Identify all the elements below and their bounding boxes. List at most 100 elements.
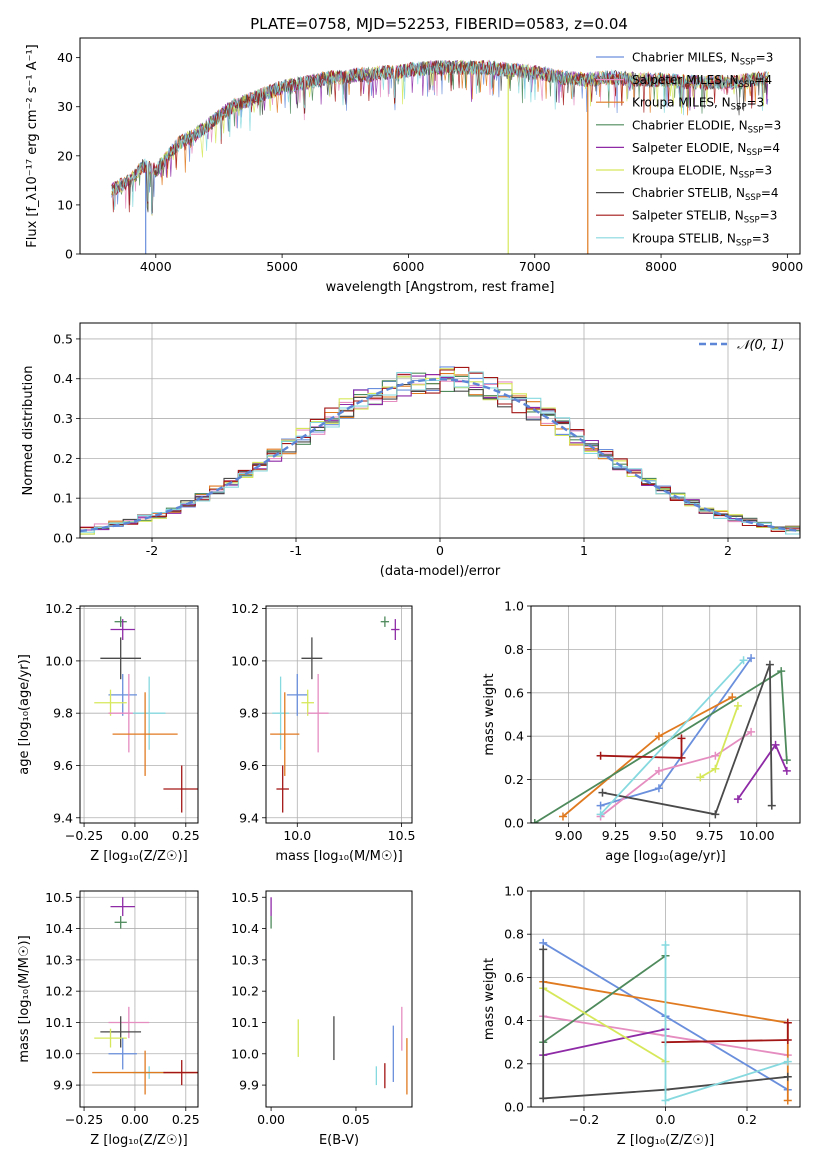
y-tick-label: 10.4 — [231, 921, 259, 936]
age-vs-mass-points — [270, 616, 400, 813]
legend-label: Kroupa STELIB, NSSP=3 — [632, 231, 770, 248]
weight-marker — [596, 801, 605, 810]
errorbar-point — [114, 916, 127, 929]
weight-series-5 — [542, 987, 666, 1063]
weight-series-3 — [542, 955, 667, 1043]
y-tick-label: 0.4 — [504, 1013, 524, 1028]
y-tick-label: 0.0 — [53, 531, 73, 546]
weight-vs-Z-lines — [539, 938, 792, 1105]
legend-sub: SSP — [745, 193, 761, 203]
errorbar-point — [301, 689, 314, 716]
age-vs-Z-frame — [79, 605, 199, 824]
weight-marker — [654, 766, 663, 775]
y-tick-label: 9.4 — [239, 810, 259, 825]
weight-marker — [558, 812, 567, 821]
y-tick-label: 10.5 — [45, 890, 73, 905]
weight-series-1 — [600, 731, 752, 818]
legend-label: Kroupa MILES, NSSP=3 — [632, 96, 764, 113]
y-tick-label: 0.6 — [504, 970, 524, 985]
residual-hists — [80, 366, 800, 537]
errorbar-point — [94, 1028, 127, 1048]
weight-series-4 — [737, 743, 788, 800]
weight-series-8 — [664, 945, 789, 1102]
errorbar-point — [114, 616, 127, 627]
legend-sub: SSP — [736, 238, 752, 248]
x-tick-label: 5000 — [266, 259, 298, 274]
y-tick-label: 10.3 — [45, 952, 73, 967]
y-tick-label: 9.8 — [53, 706, 73, 721]
weight-marker — [596, 751, 605, 760]
y-tick-label: 10.0 — [231, 1046, 259, 1061]
x-tick-label: 2 — [724, 543, 732, 558]
residual-hist-8 — [80, 371, 800, 535]
errorbar-point — [380, 616, 390, 627]
x-tick-label: 0.00 — [121, 828, 149, 843]
y-tick-label: 10.2 — [45, 601, 73, 616]
x-tick-label: 6000 — [393, 259, 425, 274]
weight-marker — [661, 1096, 670, 1105]
y-axis-label: age [log₁₀(age/yr)] — [17, 654, 32, 775]
x-axis-label: E(B-V) — [319, 1133, 359, 1148]
x-axis-label: (data-model)/error — [380, 564, 501, 579]
x-axis-label: mass [log₁₀(M/M☉)] — [275, 849, 402, 864]
x-tick-label: 9.75 — [696, 828, 724, 843]
residuals-axes: -2 -1 0 1 2 0.0 0.1 0.2 0.3 0.4 0.5 (data-model)/er… — [21, 323, 800, 579]
errorbar-point — [94, 689, 127, 716]
legend-label: Chabrier STELIB, NSSP=4 — [632, 186, 779, 203]
y-axis-label: mass weight — [482, 958, 497, 1040]
errorbar-point — [163, 1060, 198, 1086]
legend-sub: SSP — [748, 125, 764, 135]
y-axis-label: mass weight — [482, 673, 497, 755]
legend-label: Salpeter STELIB, NSSP=3 — [632, 209, 777, 226]
weight-marker — [777, 667, 786, 676]
errorbar-point — [108, 673, 137, 716]
x-tick-label: 0.2 — [737, 1112, 757, 1127]
weight-vs-Z-axes: −0.2 0.0 0.2 0.0 0.2 0.4 0.6 0.8 1.0 Z [log₁₀(Z/Z… — [482, 884, 800, 1148]
weight-marker — [782, 756, 791, 765]
weight-marker — [654, 732, 663, 741]
x-axis-label: wavelength [Angstrom, rest frame] — [326, 280, 555, 295]
x-tick-label: 10.00 — [739, 828, 775, 843]
x-tick-label: 0.25 — [172, 1112, 200, 1127]
mass-vs-Z-axes: −0.25 0.00 0.25 9.9 10.0 10.1 10.2 10.3 10.4 10.5… — [17, 890, 200, 1148]
spectrum-legend: Chabrier MILES, NSSP=3 Salpeter MILES, NS… — [596, 51, 781, 248]
x-tick-label: 0 — [436, 543, 444, 558]
legend-label: 𝒩(0, 1) — [737, 338, 784, 353]
legend-rest: =3 — [764, 118, 782, 132]
y-tick-label: 0.4 — [53, 371, 73, 386]
errorbar-point — [307, 673, 329, 753]
legend-label: Chabrier ELODIE, NSSP=3 — [632, 118, 781, 135]
errorbar-point — [391, 619, 400, 640]
legend-rest: =3 — [752, 231, 770, 245]
x-tick-label: 9000 — [771, 259, 803, 274]
weight-vs-age-lines — [531, 654, 791, 823]
weight-marker — [711, 751, 720, 760]
x-tick-label: −0.2 — [569, 1112, 599, 1127]
x-axis-label: age [log₁₀(age/yr)] — [605, 849, 726, 864]
y-tick-label: 10.2 — [231, 601, 259, 616]
y-tick-label: 0.2 — [504, 1056, 524, 1071]
weight-marker — [767, 801, 776, 810]
legend-label: Salpeter MILES, NSSP=4 — [632, 73, 772, 90]
y-tick-label: 0.6 — [504, 685, 524, 700]
weight-series-6 — [602, 664, 773, 816]
legend-label: Salpeter ELODIE, NSSP=4 — [632, 141, 780, 158]
weight-marker — [728, 693, 737, 702]
weight-marker — [696, 773, 705, 782]
mass-vs-ebv-points — [270, 897, 408, 1095]
age-vs-Z-axes: −0.25 0.00 0.25 9.4 9.6 9.8 10.0 10.2 Z [log₁₀(Z… — [17, 601, 200, 864]
errorbar-point — [108, 1006, 150, 1039]
y-tick-label: 0.2 — [504, 772, 524, 787]
weight-marker — [783, 1096, 792, 1105]
spectrum-axes: 4000 5000 6000 7000 8000 9000 0 10 20 30 40 wavelen… — [25, 44, 803, 295]
legend-rest: =3 — [754, 164, 772, 178]
y-tick-label: 0.8 — [504, 642, 524, 657]
y-tick-label: 10.2 — [45, 984, 73, 999]
y-tick-label: 30 — [57, 99, 73, 114]
weight-marker — [654, 784, 663, 793]
weight-marker — [539, 1094, 548, 1103]
weight-marker — [596, 810, 605, 819]
legend-sub: SSP — [740, 58, 756, 68]
y-tick-label: 10.0 — [45, 653, 73, 668]
